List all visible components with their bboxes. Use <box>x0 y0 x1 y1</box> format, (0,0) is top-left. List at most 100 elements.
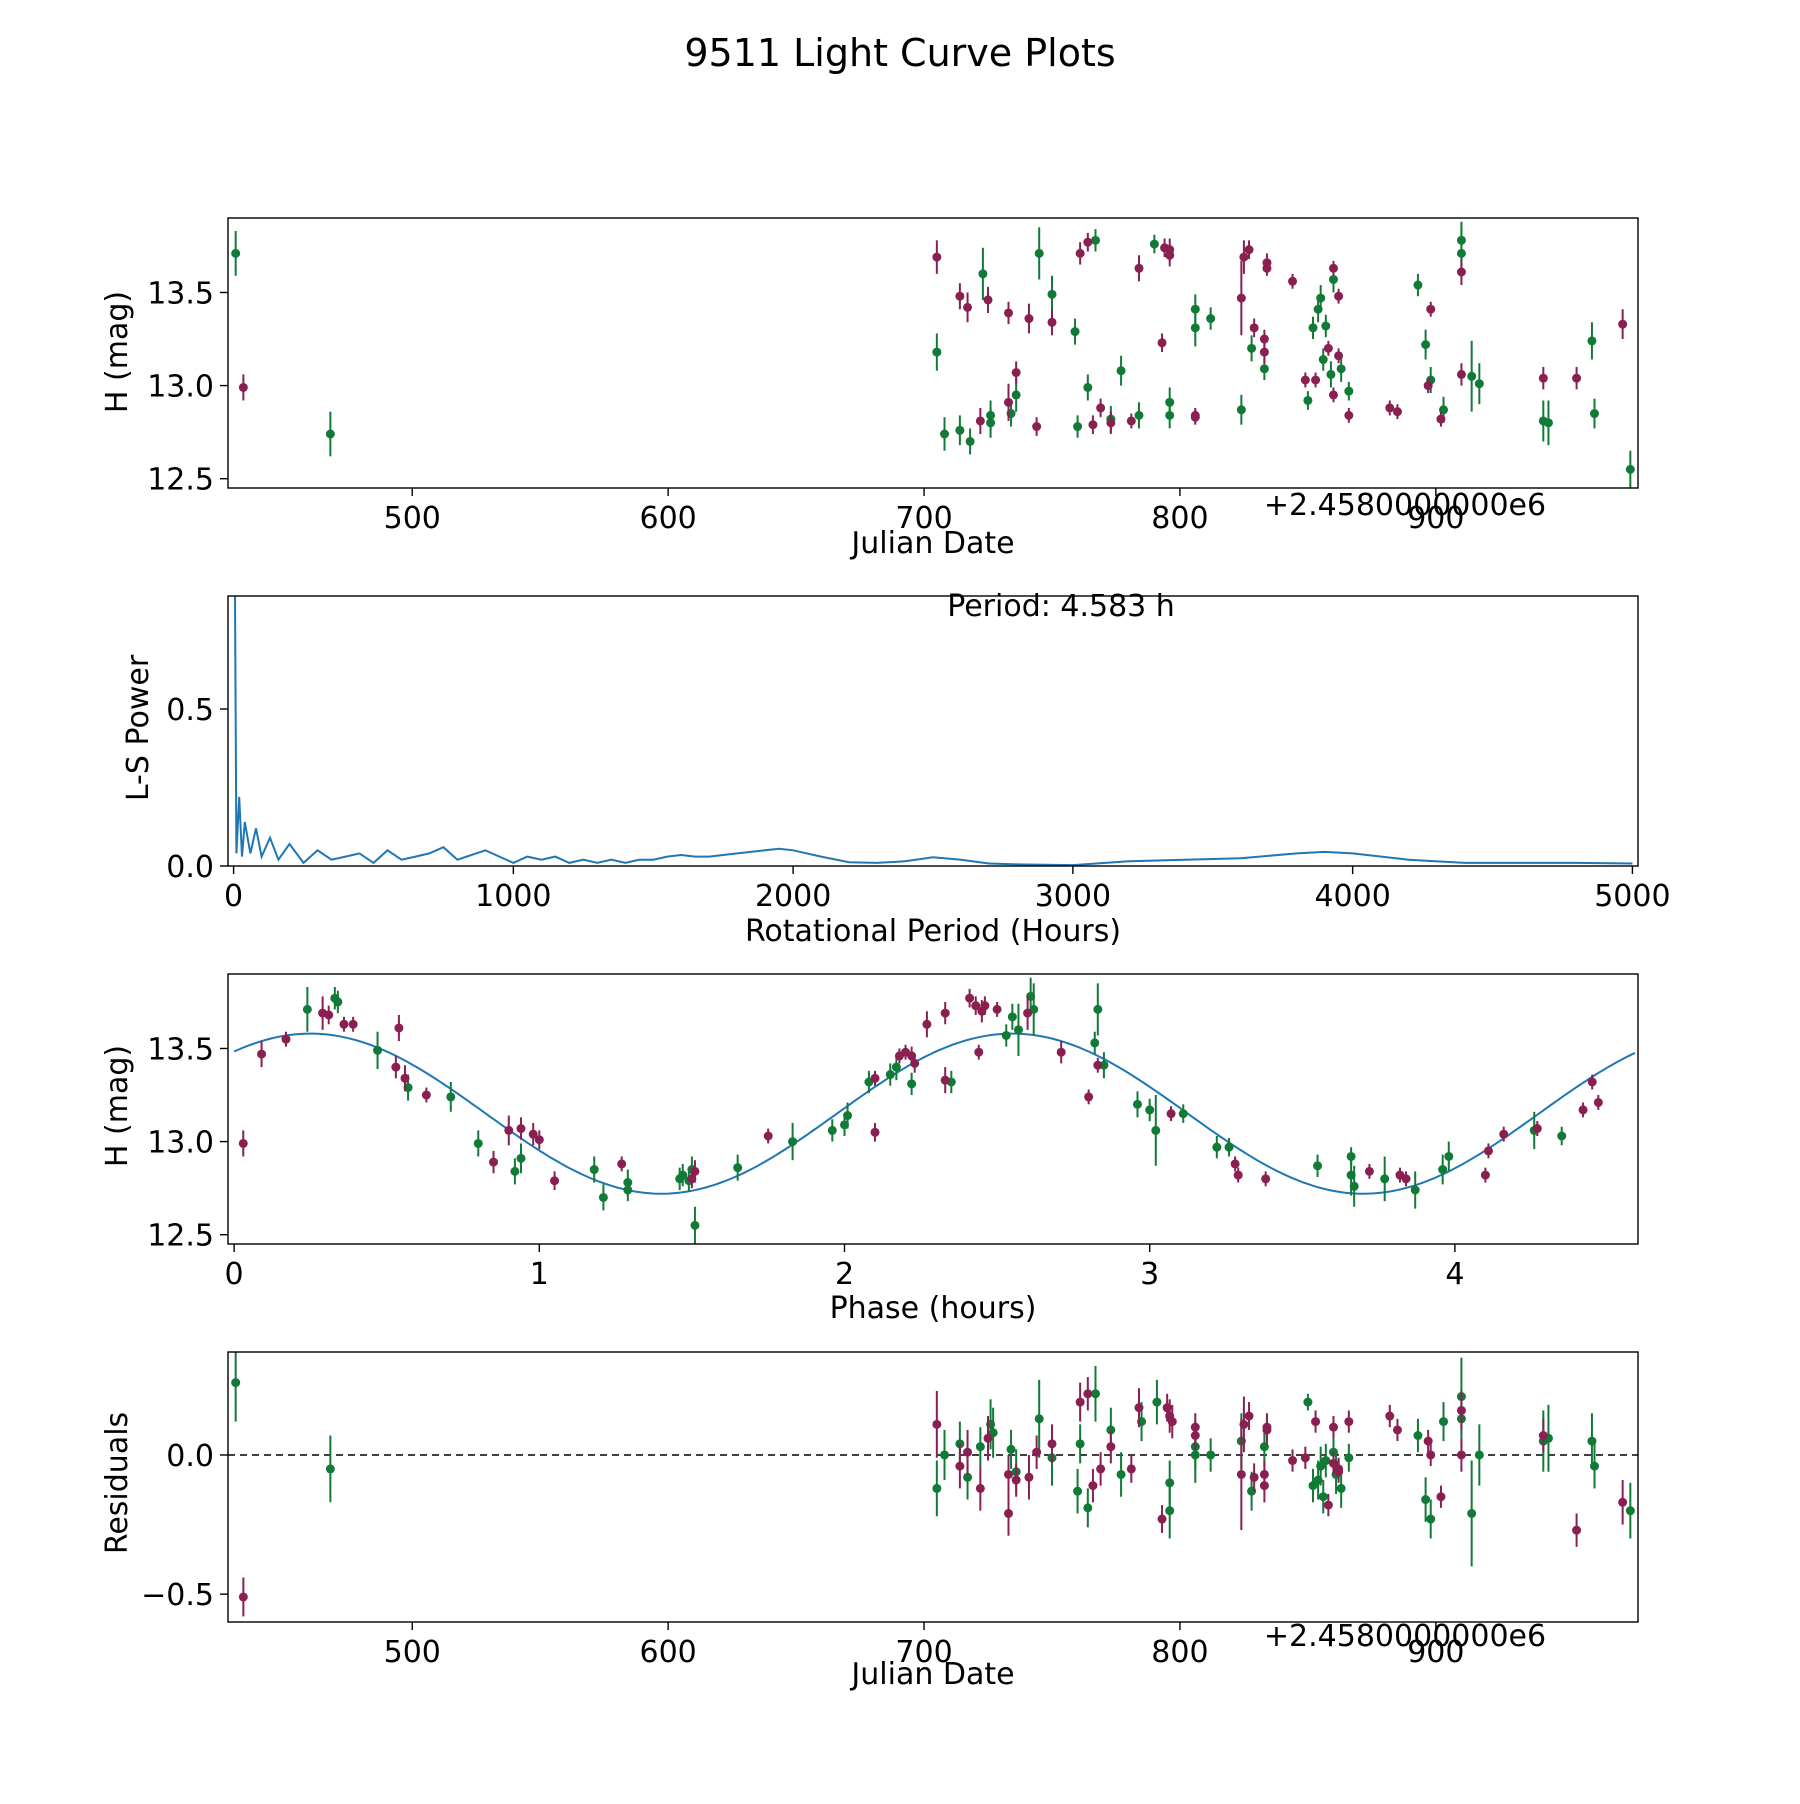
green-point <box>1145 1105 1155 1115</box>
purple-point <box>1106 418 1116 428</box>
green-point <box>1247 343 1257 353</box>
green-point <box>302 1004 312 1014</box>
lightcurve-xtick-label: 700 <box>895 501 952 536</box>
purple-point <box>1323 1500 1333 1510</box>
green-point <box>1001 1030 1011 1040</box>
purple-point <box>1423 381 1433 391</box>
phased-xtick-label: 2 <box>835 1257 854 1292</box>
green-point <box>1224 1142 1234 1152</box>
green-point <box>1116 1469 1126 1479</box>
periodogram-ytick-label: 0.0 <box>166 850 214 885</box>
purple-point <box>1236 1469 1246 1479</box>
purple-point <box>1456 369 1466 379</box>
lightcurve-xtick-label: 800 <box>1151 501 1208 536</box>
green-point <box>1421 1495 1431 1505</box>
green-point <box>1625 1506 1635 1516</box>
green-point <box>1093 1004 1103 1014</box>
purple-point <box>1480 1170 1490 1180</box>
purple-point <box>1259 1481 1269 1491</box>
panel2-x-label: Rotational Period (Hours) <box>745 914 1121 949</box>
phased-xtick-label: 3 <box>1140 1257 1159 1292</box>
purple-point <box>1456 267 1466 277</box>
green-point <box>1075 1439 1085 1449</box>
green-point <box>1474 1450 1484 1460</box>
purple-point <box>974 1047 984 1057</box>
purple-point <box>1075 1397 1085 1407</box>
purple-point <box>281 1034 291 1044</box>
green-point <box>325 1464 335 1474</box>
periodogram-panel: 0 1000 2000 3000 4000 5000 0.0 0.5 <box>166 595 1671 914</box>
lightcurve-axes-frame <box>227 217 1639 489</box>
green-point <box>1316 293 1326 303</box>
green-point <box>1587 336 1597 346</box>
green-point <box>1011 390 1021 400</box>
green-point <box>1190 304 1200 314</box>
green-point <box>1587 1436 1597 1446</box>
purple-point <box>1190 1422 1200 1432</box>
green-point <box>963 1472 973 1482</box>
purple-point <box>1024 314 1034 324</box>
phased-xtick-label: 1 <box>530 1257 549 1292</box>
green-point <box>1073 422 1083 432</box>
power-line <box>234 596 1633 866</box>
model-fit-curve <box>233 1032 1636 1195</box>
purple-point <box>1003 308 1013 318</box>
green-point <box>1380 1174 1390 1184</box>
purple-point <box>1423 1436 1433 1446</box>
purple-point <box>1084 1092 1094 1102</box>
purple-point <box>1456 1405 1466 1415</box>
purple-point <box>687 1174 697 1184</box>
purple-point <box>1126 416 1136 426</box>
panel1-x-label: Julian Date <box>849 526 1014 561</box>
green-point <box>733 1163 743 1173</box>
green-point <box>1336 364 1346 374</box>
green-point <box>1438 1165 1448 1175</box>
purple-point <box>238 1592 248 1602</box>
purple-point <box>339 1019 349 1029</box>
green-point <box>965 436 975 446</box>
green-point <box>1349 1181 1359 1191</box>
purple-point <box>1134 263 1144 273</box>
green-point <box>843 1111 853 1121</box>
residuals-xtick-label: 800 <box>1151 1635 1208 1670</box>
phased-data <box>233 977 1636 1244</box>
green-point <box>932 347 942 357</box>
green-point <box>975 1442 985 1452</box>
purple-point <box>1364 1166 1374 1176</box>
purple-point <box>1093 1060 1103 1070</box>
purple-point <box>1032 1447 1042 1457</box>
purple-point <box>348 1019 358 1029</box>
purple-point <box>1166 1109 1176 1119</box>
green-point <box>1413 280 1423 290</box>
purple-point <box>1300 1453 1310 1463</box>
green-point <box>1007 1012 1017 1022</box>
purple-point <box>1249 1472 1259 1482</box>
purple-point <box>1499 1129 1509 1139</box>
plot-layer: 500 600 700 800 900 12.5 13.0 13.5 0 1000 2000 3000… <box>141 217 1671 1670</box>
green-point <box>986 410 996 420</box>
green-point <box>1625 464 1635 474</box>
purple-point <box>1083 237 1093 247</box>
purple-point <box>1344 1417 1354 1427</box>
phased-ytick-label: 13.0 <box>147 1126 214 1161</box>
residuals-ytick-label: 0.0 <box>166 1439 214 1474</box>
purple-point <box>1167 1417 1177 1427</box>
purple-point <box>1436 1492 1446 1502</box>
green-point <box>1444 1151 1454 1161</box>
residuals-xtick-label: 600 <box>640 1635 697 1670</box>
periodogram-xtick-label: 3000 <box>1035 879 1111 914</box>
purple-point <box>1024 1472 1034 1482</box>
purple-point <box>910 1058 920 1068</box>
green-point <box>1259 1442 1269 1452</box>
purple-point <box>421 1090 431 1100</box>
phased-ytick-label: 13.5 <box>147 1032 214 1067</box>
purple-point <box>1587 1077 1597 1087</box>
green-point <box>827 1125 837 1135</box>
purple-point <box>394 1023 404 1033</box>
purple-point <box>1047 1439 1057 1449</box>
green-point <box>1236 405 1246 415</box>
purple-point <box>1311 375 1321 385</box>
green-point <box>1083 1503 1093 1513</box>
